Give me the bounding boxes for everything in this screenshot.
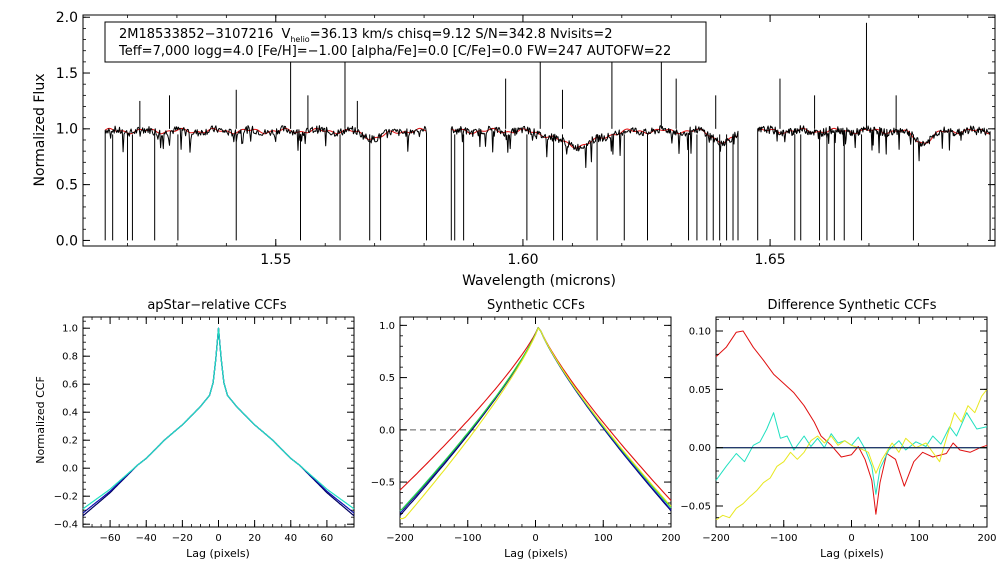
apstar-x-tick-label: 20 [248, 533, 261, 544]
spectrum-observed-line [757, 125, 991, 241]
synthetic-x-tick-label: −200 [386, 533, 413, 544]
difference-y-tick-label: 0.05 [689, 385, 711, 396]
apstar-ccf-x-axis-label: Lag (pixels) [186, 547, 250, 560]
synthetic-y-tick-label: 1.0 [379, 321, 395, 332]
synthetic-ccf-model-cyan-line [399, 327, 672, 512]
difference-ccf-diff-yellow-line [715, 388, 988, 521]
apstar-x-tick-label: 40 [284, 533, 297, 544]
velocity-symbol: V [281, 27, 290, 42]
spectrum-observed-line [450, 125, 739, 241]
spectrum-observed-line [104, 125, 427, 241]
apstar-x-tick-label: 60 [321, 533, 334, 544]
velocity-and-stats: =36.13 km/s chisq=9.12 S/N=342.8 Nvisits… [310, 27, 613, 42]
difference-ccf-x-axis-label: Lag (pixels) [820, 547, 884, 560]
apstar-y-tick-label: 1.0 [62, 324, 78, 335]
apstar-y-tick-label: 0.0 [62, 464, 78, 475]
synthetic-ccf-x-axis-label: Lag (pixels) [504, 547, 568, 560]
difference-ccf-diff-red-line [715, 330, 988, 515]
stellar-parameters-box: 2M18533852−3107216 Vhelio=36.13 km/s chis… [104, 21, 707, 63]
difference-x-tick-label: 200 [977, 533, 996, 544]
apstar-ccf-y-axis-label: Normalized CCF [34, 376, 47, 464]
apstar-ccf-combined-line [82, 327, 355, 510]
synthetic-ccf-panel: Synthetic CCFs −200 −100 0 100 200 −0.5 0.0 0.5… [371, 298, 681, 560]
synthetic-ccf-plot-area [399, 326, 672, 520]
spectrum-y-axis-label: Normalized Flux [32, 74, 48, 187]
difference-y-tick-label: 0.10 [689, 327, 711, 338]
difference-x-tick-label: −200 [702, 533, 729, 544]
velocity-subscript: helio [290, 35, 309, 44]
spectrum-panel: 1.55 1.60 1.65 0.0 0.5 1.0 1.5 2.0 Wavelength (… [32, 10, 996, 289]
synthetic-ccf-frame [399, 316, 672, 528]
apstar-y-tick-label: 0.2 [62, 436, 78, 447]
spectrum-y-tick-label: 0.0 [56, 233, 78, 249]
apstar-ccf-axis-ticks: −60 −40 −20 0 20 40 60 −0.4 −0.2 0.0 0.2 0.4 0.6 0.8 1… [54, 317, 355, 544]
spectrum-y-tick-label: 0.5 [56, 178, 78, 194]
apstar-ccf-visit-1-line [82, 327, 355, 517]
synthetic-ccf-model-blue-line [399, 327, 672, 514]
difference-x-tick-label: 0 [848, 533, 854, 544]
spectrum-plot-area [104, 22, 991, 241]
synthetic-x-tick-label: 200 [661, 533, 680, 544]
difference-ccf-plot-area [715, 330, 988, 521]
synthetic-ccf-model-yellow-line [400, 327, 672, 520]
spectrum-x-tick-label: 1.55 [260, 252, 291, 268]
synthetic-ccf-model-green-line [399, 327, 672, 511]
apstar-y-tick-label: 0.8 [62, 352, 78, 363]
apstar-x-tick-label: 0 [215, 533, 221, 544]
apstar-y-tick-label: −0.4 [54, 520, 78, 531]
parameters-line-1: 2M18533852−3107216 Vhelio=36.13 km/s chis… [119, 27, 612, 44]
spectrum-y-tick-label: 1.0 [56, 122, 78, 138]
apstar-ccf-panel: apStar−relative CCFs −60 −40 −20 0 20 40 60 −0.… [34, 298, 355, 560]
difference-x-tick-label: −100 [770, 533, 797, 544]
synthetic-y-tick-label: 0.5 [379, 373, 395, 384]
parameters-line-2: Teff=7,000 logg=4.0 [Fe/H]=−1.00 [alpha/… [118, 44, 671, 59]
spectrum-axis-ticks: 1.55 1.60 1.65 0.0 0.5 1.0 1.5 2.0 [56, 10, 995, 268]
apstar-x-tick-label: −40 [136, 533, 157, 544]
apstar-x-tick-label: −60 [100, 533, 121, 544]
spectrum-x-tick-label: 1.60 [507, 252, 538, 268]
spectrum-frame [82, 14, 996, 247]
apstar-y-tick-label: 0.6 [62, 380, 78, 391]
apstar-ccf-plot-area [82, 327, 355, 517]
synthetic-x-tick-label: 100 [594, 533, 613, 544]
apstar-ccf-frame [82, 316, 355, 528]
synthetic-x-tick-label: −100 [454, 533, 481, 544]
synthetic-y-tick-label: 0.0 [379, 425, 395, 436]
apstar-y-tick-label: −0.2 [54, 492, 78, 503]
difference-ccf-panel: Difference Synthetic CCFs −200 −100 0 100 20… [680, 298, 996, 560]
synthetic-y-tick-label: −0.5 [371, 478, 395, 489]
star-id: 2M18533852−3107216 [119, 27, 273, 42]
parameters-box-frame [104, 21, 707, 63]
difference-ccf-title: Difference Synthetic CCFs [767, 298, 936, 313]
spectrum-y-tick-label: 2.0 [56, 10, 78, 26]
spectrum-x-axis-label: Wavelength (microns) [462, 273, 616, 289]
difference-ccf-frame [715, 316, 988, 528]
spectrum-x-tick-label: 1.65 [755, 252, 786, 268]
synthetic-ccf-model-navy-line [399, 327, 672, 516]
apstar-ccf-visit-2-line [82, 327, 355, 514]
difference-x-tick-label: 100 [910, 533, 929, 544]
synthetic-ccf-title: Synthetic CCFs [487, 298, 585, 313]
apstar-ccf-title: apStar−relative CCFs [147, 298, 287, 313]
spectrum-y-tick-label: 1.5 [56, 66, 78, 82]
difference-ccf-axis-ticks: −200 −100 0 100 200 −0.05 0.00 0.05 0.10 [680, 317, 997, 544]
difference-y-tick-label: 0.00 [689, 443, 711, 454]
difference-y-tick-label: −0.05 [680, 502, 711, 513]
apstar-x-tick-label: −20 [172, 533, 193, 544]
synthetic-ccf-axis-ticks: −200 −100 0 100 200 −0.5 0.0 0.5 1.0 [371, 317, 681, 544]
synthetic-x-tick-label: 0 [532, 533, 538, 544]
apstar-y-tick-label: 0.4 [62, 408, 78, 419]
